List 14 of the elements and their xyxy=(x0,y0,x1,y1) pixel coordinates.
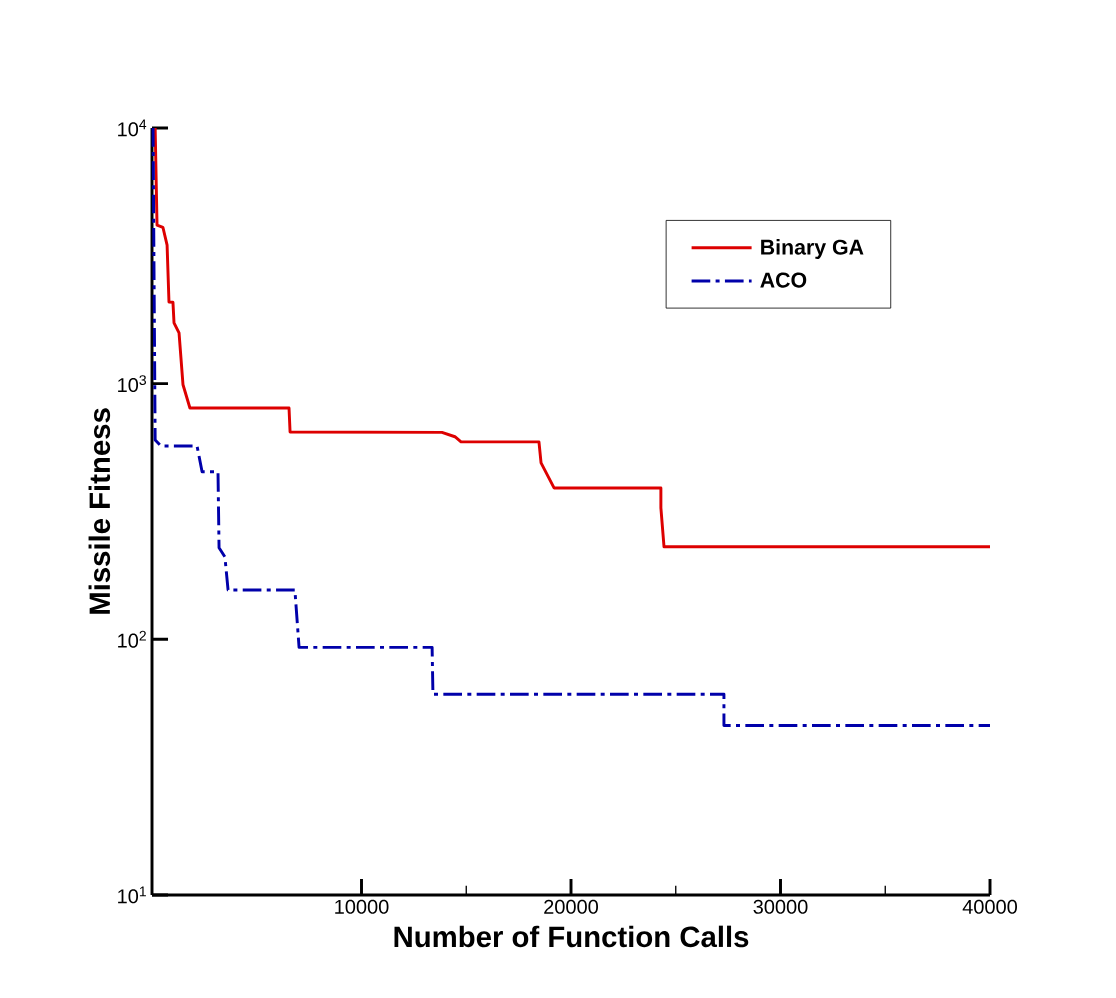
x-tick-label: 20000 xyxy=(544,899,599,914)
y-axis-title: Missile Fitness xyxy=(88,408,111,614)
x-tick-label: 40000 xyxy=(962,899,1018,914)
x-axis-title: Number of Function Calls xyxy=(394,925,749,948)
x-tick-label: 30000 xyxy=(753,899,808,914)
y-tick-label: 10$^{4}$ xyxy=(118,119,147,137)
y-tick-label: 10$^{2}$ xyxy=(118,630,146,648)
legend-label: ACO xyxy=(760,272,807,288)
y-tick-label: 10$^{1}$ xyxy=(118,886,146,904)
line-series xyxy=(151,126,992,728)
line-series xyxy=(153,126,992,549)
x-tick-label: 10000 xyxy=(335,899,389,914)
y-tick-label: 10$^{3}$ xyxy=(118,375,147,393)
legend-label: Binary GA xyxy=(761,239,864,259)
